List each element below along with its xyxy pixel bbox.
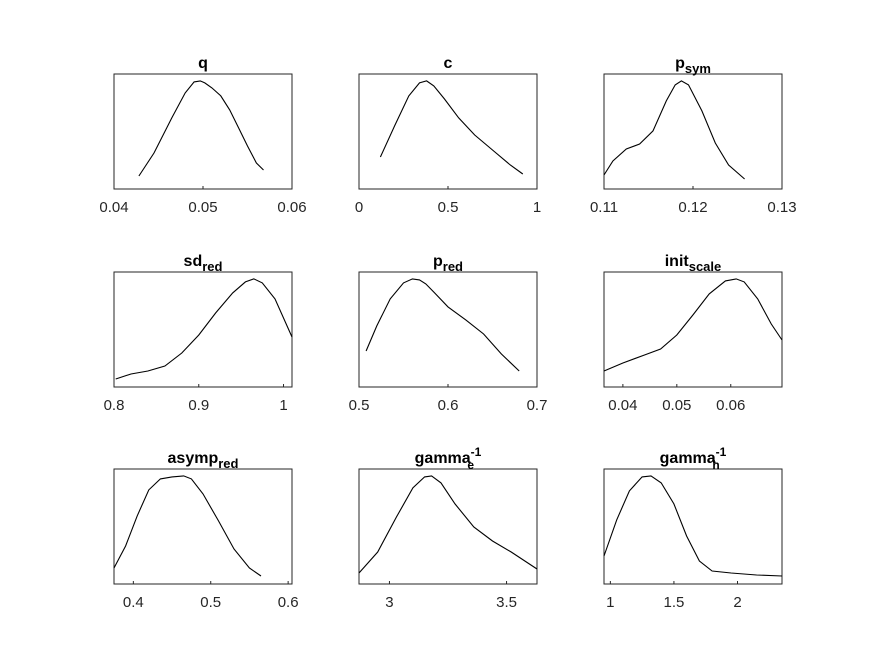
- x-tick-label: 1: [279, 397, 287, 414]
- axes-frame: [358, 271, 538, 388]
- density-curve: [115, 278, 293, 380]
- x-tick-label: 0.5: [200, 594, 221, 611]
- x-tick-label: 0.11: [590, 199, 618, 216]
- axes-frame: [113, 468, 293, 585]
- density-panel: 0.5 0.6 0.7 pred: [349, 253, 548, 414]
- panel-title-subscript: red: [218, 456, 238, 471]
- density-curve: [379, 80, 524, 175]
- density-curve: [365, 278, 520, 372]
- panel-title: sdred: [184, 253, 223, 274]
- x-tick-label: 0.6: [438, 397, 459, 414]
- axes-frame: [358, 468, 538, 585]
- panel-title: pred: [433, 253, 463, 274]
- x-tick-label: 0.06: [277, 199, 306, 216]
- panel-title: c: [444, 55, 453, 72]
- panel-title-main: sd: [184, 253, 203, 270]
- panel-title-main: gamma: [660, 450, 716, 467]
- x-tick-label: 0.9: [188, 397, 209, 414]
- density-panel: 3 3.5 gamma-1 e: [358, 445, 538, 611]
- density-panel: 0 0.5 1 c: [355, 55, 541, 216]
- axes-frame: [603, 271, 783, 388]
- panel-title-main: gamma: [415, 450, 471, 467]
- panel-title: initscale: [665, 253, 722, 274]
- x-tick-label: 0.12: [678, 199, 707, 216]
- x-tick-label: 0.6: [278, 594, 299, 611]
- x-tick-label: 0.04: [608, 397, 637, 414]
- x-tick-label: 0.05: [662, 397, 691, 414]
- panel-title-main: p: [675, 55, 685, 72]
- density-panel: 0.8 0.9 1 sdred: [104, 253, 293, 414]
- panel-title-subscript: e: [467, 458, 474, 472]
- axes-frame: [113, 73, 293, 190]
- x-tick-label: 3.5: [496, 594, 517, 611]
- x-tick-label: 0.05: [188, 199, 217, 216]
- panel-title: gamma-1 e: [415, 445, 482, 472]
- density-panel: 0.4 0.5 0.6 asympred: [113, 450, 299, 611]
- x-tick-label: 1: [606, 594, 614, 611]
- x-tick-label: 1.5: [663, 594, 684, 611]
- density-panel: 1 1.5 2 gamma-1 h: [603, 445, 783, 611]
- x-tick-label: 0.04: [99, 199, 128, 216]
- axes-frame: [358, 73, 538, 190]
- x-tick-label: 0.7: [527, 397, 548, 414]
- panel-title-main: asymp: [168, 450, 219, 467]
- panel-title-subscript: scale: [689, 259, 722, 274]
- x-tick-label: 0.13: [767, 199, 796, 216]
- panel-title-main: q: [198, 55, 208, 72]
- x-tick-label: 2: [733, 594, 741, 611]
- panel-title-superscript: -1: [716, 445, 727, 459]
- x-tick-label: 0.5: [438, 199, 459, 216]
- axes-frame: [603, 73, 783, 190]
- panel-title-superscript: -1: [471, 445, 482, 459]
- panel-title-subscript: red: [443, 259, 463, 274]
- x-tick-label: 1: [533, 199, 541, 216]
- x-tick-label: 0.8: [104, 397, 125, 414]
- density-panel: 0.11 0.12 0.13 psym: [590, 55, 797, 216]
- axes-frame: [603, 468, 783, 585]
- panel-title-subscript: sym: [685, 61, 711, 76]
- x-tick-label: 0: [355, 199, 363, 216]
- panel-title-main: p: [433, 253, 443, 270]
- density-curve: [113, 475, 262, 577]
- density-panel: 0.04 0.05 0.06 initscale: [603, 253, 783, 414]
- x-tick-label: 3: [385, 594, 393, 611]
- x-tick-label: 0.06: [716, 397, 745, 414]
- density-curve: [358, 475, 538, 574]
- density-curve: [138, 80, 264, 177]
- panel-title-subscript: h: [712, 458, 719, 472]
- panel-title: q: [198, 55, 208, 72]
- panel-title: psym: [675, 55, 711, 76]
- panel-title: gamma-1 h: [660, 445, 727, 472]
- x-tick-label: 0.5: [349, 397, 370, 414]
- x-tick-label: 0.4: [123, 594, 144, 611]
- density-curve: [603, 80, 745, 180]
- panel-title-subscript: red: [202, 259, 222, 274]
- density-panel: 0.04 0.05 0.06 q: [99, 55, 306, 216]
- panel-title-main: init: [665, 253, 690, 270]
- density-curve: [603, 475, 783, 577]
- panel-title-main: c: [444, 55, 453, 72]
- panel-title: asympred: [168, 450, 239, 471]
- density-curve: [603, 278, 783, 372]
